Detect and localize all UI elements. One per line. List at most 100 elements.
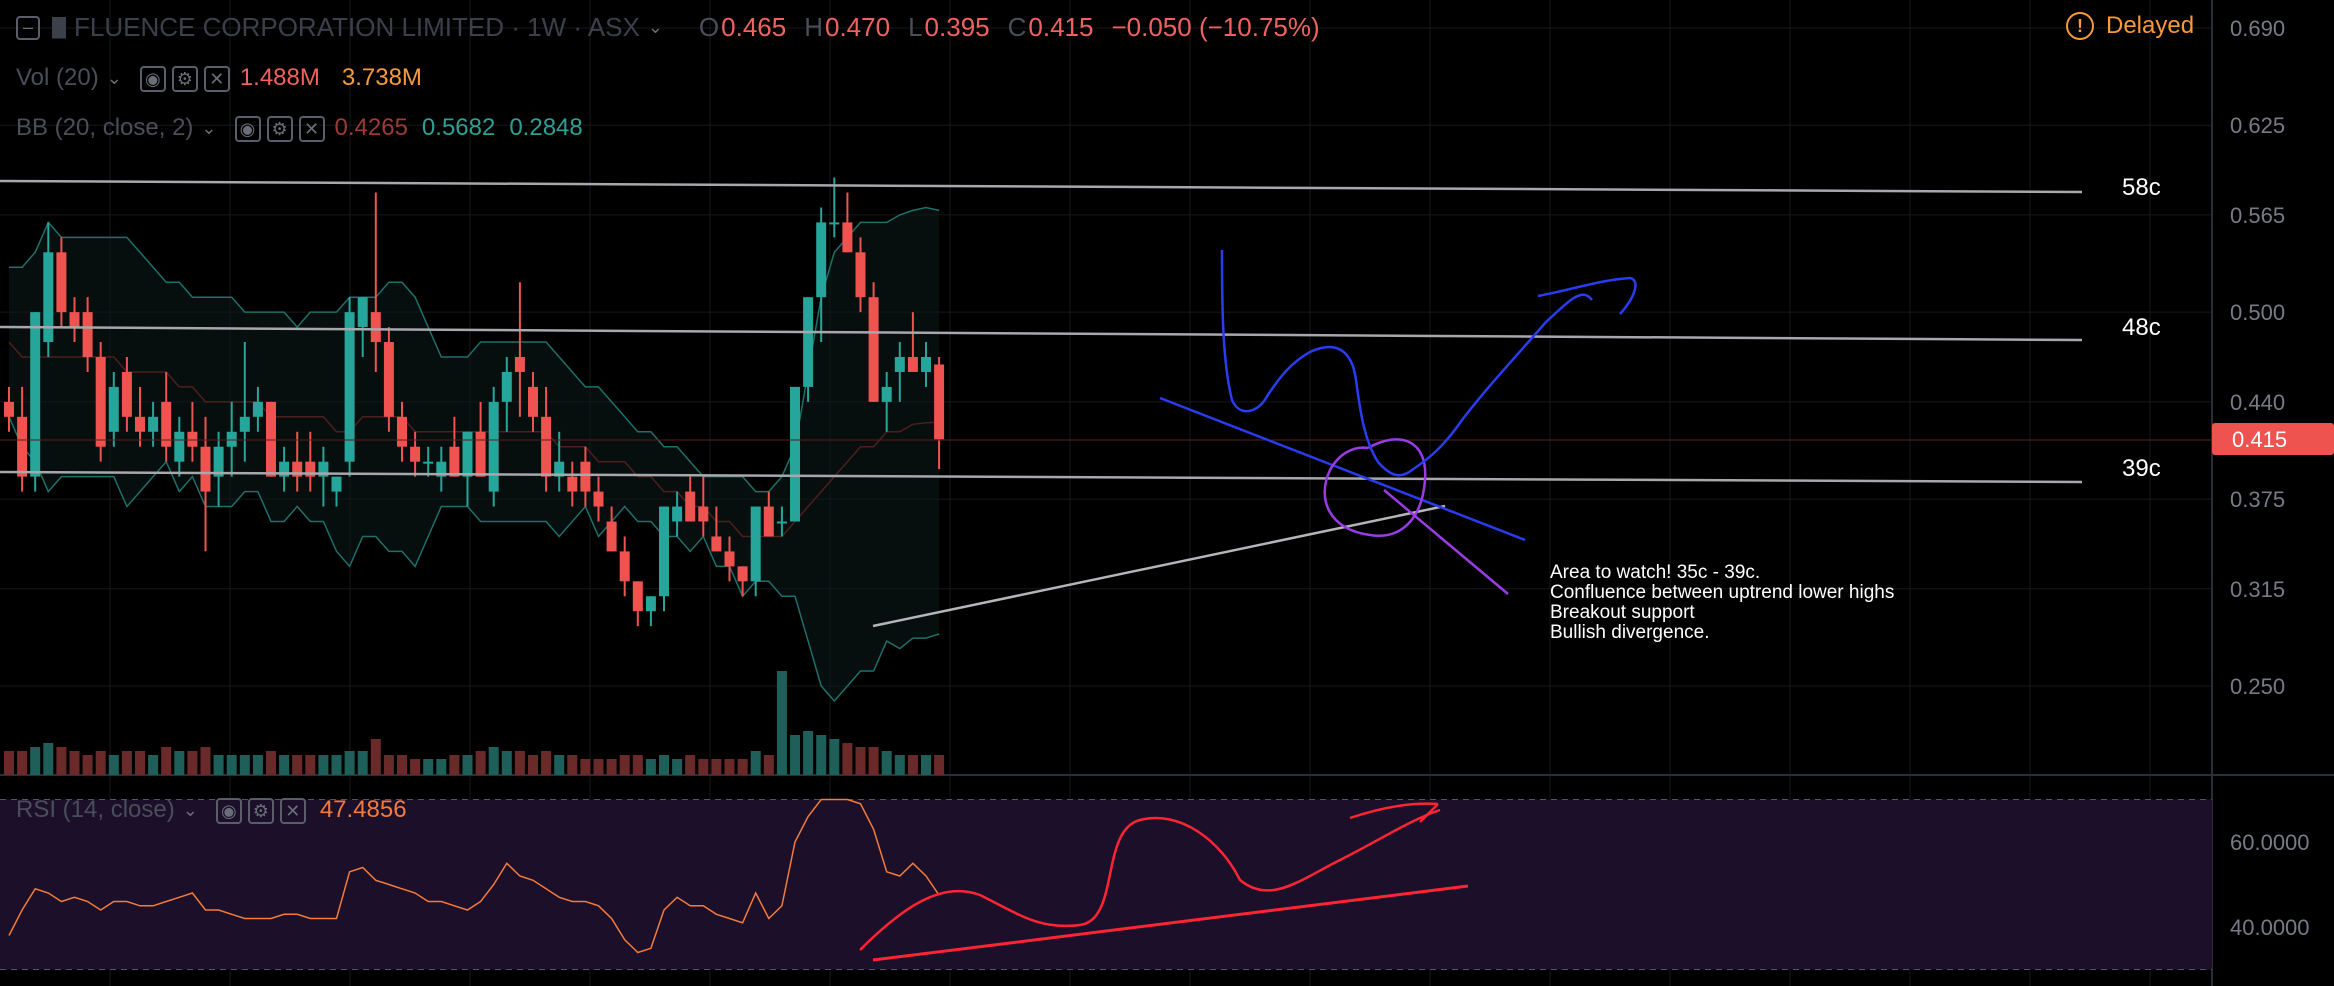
- volume-bar: [816, 735, 827, 775]
- chevron-down-icon[interactable]: ⌄: [182, 799, 198, 820]
- close-icon[interactable]: ✕: [298, 116, 325, 142]
- candle-body: [724, 551, 735, 567]
- volume-bar: [659, 755, 669, 775]
- close-value: 0.415: [1028, 12, 1094, 42]
- candle-body: [698, 506, 709, 522]
- rsi-legend[interactable]: RSI (14, close) ⌄ ◉ ⚙ ✕ 47.4856: [16, 796, 407, 824]
- chevron-down-icon[interactable]: ⌄: [647, 17, 663, 37]
- close-icon[interactable]: ✕: [203, 66, 230, 92]
- candle-body: [279, 461, 290, 477]
- volume-bar: [318, 755, 329, 775]
- price-axis[interactable]: 0.690 0.625 0.565 0.500 0.440 0.375 0.315 0.250…: [2230, 16, 2310, 940]
- chevron-down-icon[interactable]: ⌄: [106, 67, 122, 88]
- support-39c-line: [0, 470, 2083, 484]
- open-value: 0.465: [721, 12, 787, 42]
- candle-body: [344, 312, 355, 462]
- volume-bar: [331, 755, 342, 775]
- volume-bar: [528, 755, 538, 775]
- volume-label[interactable]: Vol (20): [16, 64, 99, 91]
- volume-bar: [344, 751, 355, 775]
- volume-bar: [266, 751, 276, 775]
- candle-body: [763, 506, 774, 537]
- resistance-58c-line: [0, 179, 2083, 194]
- level-labels: 58c 48c 39c: [2122, 174, 2161, 482]
- volume-bar: [462, 755, 473, 775]
- candle-body: [645, 596, 656, 612]
- volume-bar: [135, 751, 145, 775]
- volume-bar: [43, 743, 54, 775]
- last-price-bg: [2212, 423, 2334, 455]
- bb-upper-line: [9, 206, 940, 493]
- volume-bar: [685, 755, 696, 775]
- candle-body: [174, 431, 185, 462]
- candle-body: [252, 401, 263, 417]
- candle-body: [449, 446, 460, 477]
- candle-body: [685, 491, 696, 522]
- volume-bar: [397, 755, 407, 775]
- volume-bar: [632, 755, 643, 775]
- bb-label[interactable]: BB (20, close, 2): [16, 114, 194, 141]
- volume-bar: [776, 671, 787, 775]
- low-label: L: [908, 12, 923, 42]
- bb-basis-line: [8, 341, 940, 538]
- volume-bar: [292, 755, 303, 775]
- candle-body: [239, 416, 250, 432]
- gear-icon[interactable]: ⚙: [266, 116, 293, 142]
- volume-bar: [606, 759, 617, 775]
- gear-icon[interactable]: ⚙: [171, 66, 198, 92]
- volume-bar: [82, 755, 93, 775]
- volume-bar: [449, 755, 460, 775]
- volume-bar: [672, 759, 683, 775]
- candle-body: [436, 461, 447, 477]
- candle-body: [737, 566, 748, 582]
- high-label: H: [804, 12, 823, 42]
- candle-body: [868, 297, 879, 402]
- candle-body: [567, 476, 578, 492]
- rsi-label[interactable]: RSI (14, close): [16, 796, 175, 823]
- candle-body: [672, 506, 683, 522]
- open-label: O: [698, 12, 720, 42]
- level-label-48c: 48c: [2122, 314, 2161, 341]
- eye-icon[interactable]: ◉: [139, 66, 166, 92]
- candle-body: [842, 222, 853, 253]
- eye-icon[interactable]: ◉: [215, 798, 242, 824]
- chevron-down-icon[interactable]: ⌄: [201, 117, 217, 138]
- bb-upper-value: 0.5682: [421, 114, 496, 141]
- low-value: 0.395: [924, 12, 990, 42]
- level-label-39c: 39c: [2122, 455, 2161, 482]
- collapse-icon[interactable]: –: [16, 15, 40, 40]
- candle-body: [305, 461, 316, 477]
- price-tick-label: 0.440: [2230, 390, 2285, 415]
- note-line: Breakout support: [1550, 602, 1695, 623]
- trendlines: [0, 179, 2212, 628]
- volume-legend[interactable]: Vol (20) ⌄ ◉ ⚙ ✕ 1.488M 3.738M: [16, 64, 422, 92]
- annotation-note: Area to watch! 35c - 39c. Confluence bet…: [1550, 562, 1894, 643]
- candle-body: [462, 431, 473, 477]
- volume-bar: [383, 755, 394, 775]
- candle-body: [292, 461, 303, 477]
- volume-bar: [95, 751, 106, 775]
- delayed-badge[interactable]: ! Delayed: [2066, 12, 2194, 40]
- resistance-48c-line: [0, 325, 2083, 342]
- symbol-legend[interactable]: – FLUENCE CORPORATION LIMITED · 1W · ASX…: [16, 12, 1320, 43]
- candle-body: [331, 476, 342, 492]
- candle-body: [514, 357, 525, 372]
- volume-bar: [4, 751, 14, 775]
- symbol-title[interactable]: FLUENCE CORPORATION LIMITED · 1W · ASX: [74, 12, 640, 42]
- close-icon[interactable]: ✕: [279, 798, 306, 824]
- candle-body: [632, 581, 643, 612]
- rsi-line: [8, 798, 940, 954]
- volume-bar: [436, 759, 447, 775]
- bb-legend[interactable]: BB (20, close, 2) ⌄ ◉ ⚙ ✕ 0.4265 0.5682 0.…: [16, 114, 583, 142]
- volume-bar: [698, 759, 709, 775]
- volume-bar: [305, 755, 316, 775]
- gear-icon[interactable]: ⚙: [247, 798, 274, 824]
- volume-bar: [750, 751, 761, 775]
- last-price-tag: 0.415: [2212, 423, 2334, 455]
- eye-icon[interactable]: ◉: [234, 116, 261, 142]
- info-icon: !: [2066, 12, 2094, 40]
- candle-body: [593, 491, 604, 507]
- candle-body: [266, 401, 276, 477]
- volume-bar: [69, 751, 80, 775]
